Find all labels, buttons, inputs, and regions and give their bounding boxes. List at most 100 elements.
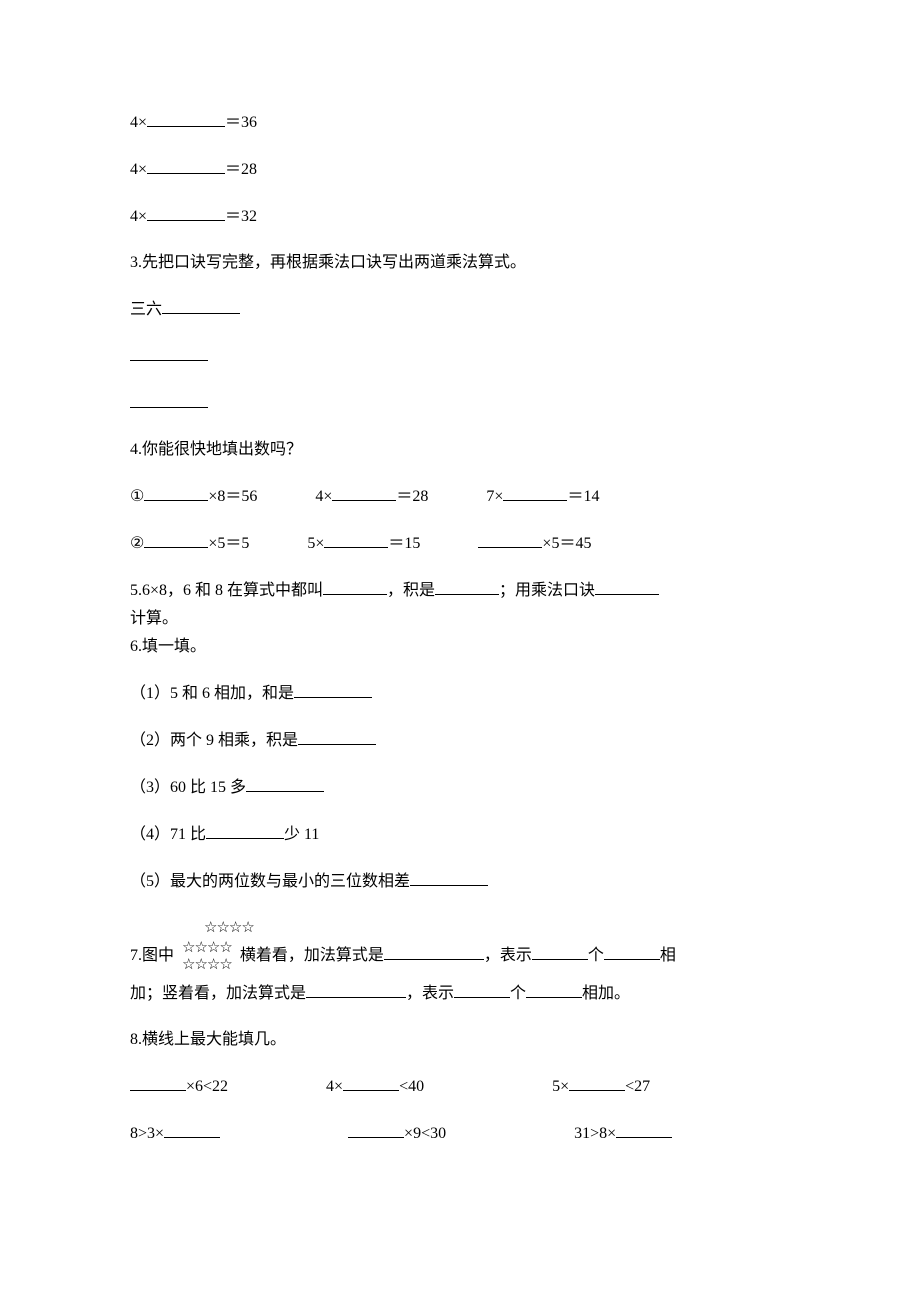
q3-stem: 3.先把口诀写完整，再根据乘法口诀写出两道乘法算式。 [130,251,790,275]
blank[interactable] [246,775,324,792]
q2-3-rhs: ＝32 [225,208,257,225]
q7-t1: 横着看，加法算式是 [240,947,384,964]
blank[interactable] [130,1074,186,1091]
q7-t3: 个 [588,947,604,964]
q6-5: （5）最大的两位数与最小的三位数相差 [130,869,790,894]
q4-r2-b-rhs: ＝15 [388,535,420,552]
q8-stem: 8.横线上最大能填几。 [130,1028,790,1052]
q5-p1: 5.6×8，6 和 8 在算式中都叫 [130,582,323,599]
q8-row2: 8>3× ×9<30 31>8× [130,1121,790,1146]
q2-2-rhs: ＝28 [225,161,257,178]
blank[interactable] [294,681,372,698]
q6-3-text: （3）60 比 15 多 [130,779,246,796]
q6-5-text: （5）最大的两位数与最小的三位数相差 [130,873,410,890]
blank[interactable] [348,1121,404,1138]
blank[interactable] [147,157,225,174]
blank[interactable] [324,531,388,548]
q6-3: （3）60 比 15 多 [130,775,790,800]
q4-r1-a: ×8＝56 [208,488,257,505]
blank[interactable] [298,728,376,745]
q6-4b: 少 11 [284,826,319,843]
q7-l2a: 加；竖着看，加法算式是 [130,985,306,1002]
q2-item-3: 4× ＝32 [130,204,790,229]
q3-prefix: 三六 [130,301,162,318]
blank[interactable] [332,484,396,501]
blank[interactable] [323,578,387,595]
blank[interactable] [616,1121,672,1138]
blank[interactable] [147,110,225,127]
q6-stem: 6.填一填。 [130,635,790,659]
q6-4: （4）71 比 少 11 [130,822,790,847]
blank[interactable] [130,391,208,408]
blank[interactable] [144,531,208,548]
q8-r1-c-pre: 5× [552,1078,569,1095]
blank[interactable] [144,484,208,501]
q4-r1-marker: ① [130,488,144,505]
q4-r1-c-lhs: 7× [486,488,503,505]
q7-t2: ，表示 [484,947,532,964]
q3-blank-2 [130,391,790,416]
blank[interactable] [595,578,659,595]
blank[interactable] [384,943,484,960]
q8-r1-a: ×6<22 [186,1078,228,1095]
blank[interactable] [503,484,567,501]
q6-4a: （4）71 比 [130,826,206,843]
q7-l2b: ，表示 [406,985,454,1002]
q4-r1-c-rhs: ＝14 [567,488,599,505]
star-row: ☆☆☆☆ [204,920,254,937]
blank[interactable] [130,344,208,361]
q6-1-text: （1）5 和 6 相加，和是 [130,685,294,702]
q7-prefix: 7.图中 [130,947,174,964]
blank[interactable] [454,981,510,998]
blank[interactable] [532,943,588,960]
q8-r2-b: ×9<30 [404,1125,446,1142]
q7-stars-top: ☆☆☆☆ [200,916,790,940]
blank[interactable] [162,297,240,314]
blank[interactable] [343,1074,399,1091]
q6-2: （2）两个 9 相乘，积是 [130,728,790,753]
q4-stem: 4.你能很快地填出数吗？ [130,438,790,462]
q8-row1: ×6<22 4× <40 5× <27 [130,1074,790,1099]
q6-1: （1）5 和 6 相加，和是 [130,681,790,706]
q2-item-2: 4× ＝28 [130,157,790,182]
q4-r1-b-lhs: 4× [315,488,332,505]
q7-line2: 加；竖着看，加法算式是，表示个相加。 [130,981,790,1006]
q2-2-lhs: 4× [130,161,147,178]
q2-item-1: 4× ＝36 [130,110,790,135]
blank[interactable] [526,981,582,998]
q4-r2-c: ×5＝45 [542,535,591,552]
q7-stars-inline: ☆☆☆☆ ☆☆☆☆ [182,940,232,973]
q8-r1-c-suf: <27 [625,1078,650,1095]
blank[interactable] [306,981,406,998]
blank[interactable] [206,822,284,839]
q7-l2d: 相加。 [582,985,630,1002]
q5-p2: ，积是 [387,582,435,599]
q4-row1: ①×8＝56 4×＝28 7×＝14 [130,484,790,509]
q4-r2-a: ×5＝5 [208,535,249,552]
q8-r1-b-pre: 4× [326,1078,343,1095]
q4-r2-marker: ② [130,535,144,552]
q3-prefix-line: 三六 [130,297,790,322]
q8-r2-c-pre: 31>8× [574,1125,616,1142]
blank[interactable] [478,531,542,548]
q7-line1: 7.图中 ☆☆☆☆ ☆☆☆☆ 横着看，加法算式是 ，表示 个 相 [130,940,790,973]
q4-r2-b-lhs: 5× [307,535,324,552]
blank[interactable] [164,1121,220,1138]
worksheet-page: 4× ＝36 4× ＝28 4× ＝32 3.先把口诀写完整，再根据乘法口诀写出两道乘… [0,0,920,1228]
blank[interactable] [435,578,499,595]
blank[interactable] [604,943,660,960]
q2-1-rhs: ＝36 [225,114,257,131]
q6-2-text: （2）两个 9 相乘，积是 [130,732,298,749]
q3-blank-1 [130,344,790,369]
q7: ☆☆☆☆ 7.图中 ☆☆☆☆ ☆☆☆☆ 横着看，加法算式是 ，表示 个 相 加；竖着看… [130,916,790,1006]
q5-p3: ；用乘法口诀 [499,582,595,599]
q7-t4: 相 [660,947,676,964]
blank[interactable] [569,1074,625,1091]
blank[interactable] [410,869,488,886]
q5-line2: 计算。 [130,607,790,631]
blank[interactable] [147,204,225,221]
q2-3-lhs: 4× [130,208,147,225]
q2-1-lhs: 4× [130,114,147,131]
q8-r2-a-pre: 8>3× [130,1125,164,1142]
q8-r1-b-suf: <40 [399,1078,424,1095]
